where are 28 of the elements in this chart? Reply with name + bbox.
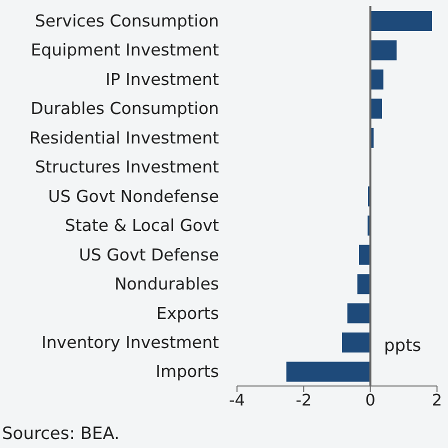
y-tick-label: Exports (156, 304, 219, 323)
bar (286, 362, 370, 382)
bar (370, 40, 397, 60)
x-tick-label: 2 (432, 390, 442, 410)
source-note: Sources: BEA. (2, 424, 120, 444)
y-tick-label: Equipment Investment (30, 40, 220, 60)
y-tick-label: Nondurables (114, 274, 219, 294)
y-tick-label: Residential Investment (29, 128, 220, 148)
bar (347, 303, 370, 324)
x-tick-label: -4 (229, 390, 245, 410)
y-tick-label: Durables Consumption (30, 99, 219, 118)
y-tick-label: Inventory Investment (41, 333, 220, 352)
bar (342, 332, 370, 353)
y-tick-label: US Govt Defense (78, 245, 219, 264)
bar (357, 274, 370, 294)
bar (370, 98, 382, 119)
bar (359, 244, 370, 265)
x-tick-label: 0 (365, 390, 376, 410)
y-tick-label: US Govt Nondefense (48, 186, 219, 206)
y-tick-label: IP Investment (105, 70, 220, 89)
bar (370, 11, 432, 31)
x-tick-label: -2 (296, 390, 312, 410)
y-tick-label: Services Consumption (34, 11, 219, 30)
y-tick-label: State & Local Govt (64, 216, 220, 236)
bar (370, 69, 384, 90)
y-tick-label: Structures Investment (34, 158, 220, 177)
x-axis-title: ppts (384, 336, 422, 356)
y-tick-label: Imports (156, 362, 219, 382)
